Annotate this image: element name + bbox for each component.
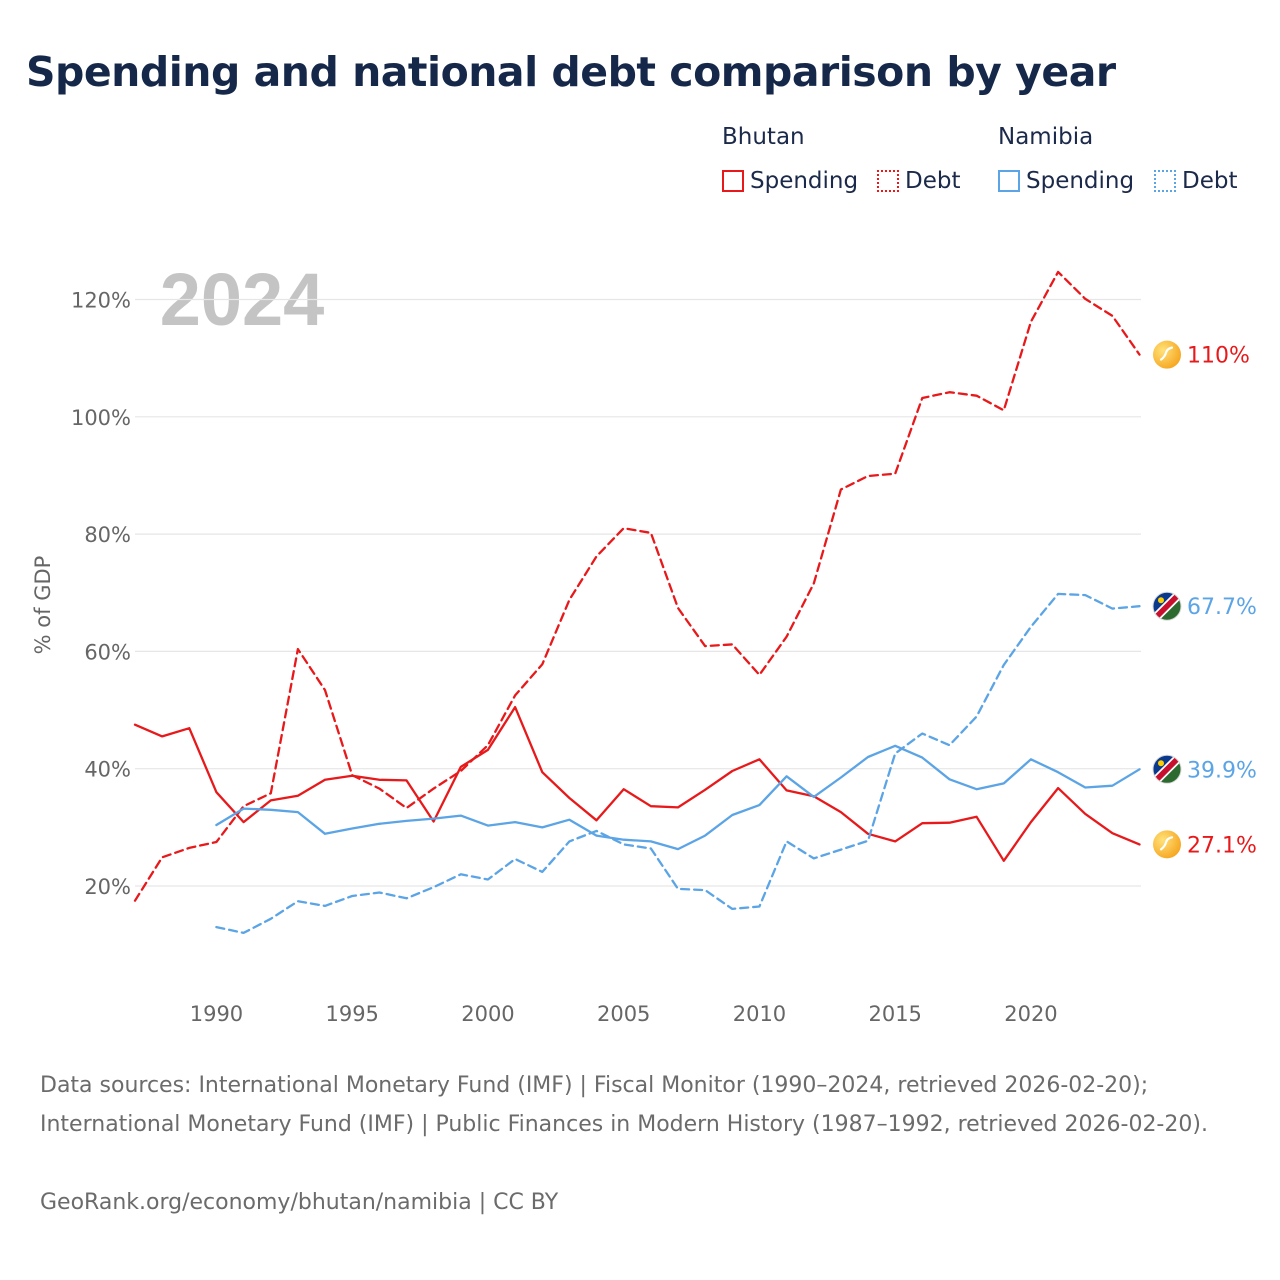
end-value-label: 110% xyxy=(1187,344,1250,369)
x-tick-label: 2020 xyxy=(1004,1002,1057,1026)
legend-label: Spending xyxy=(1026,168,1135,194)
end-value-label: 39.9% xyxy=(1187,758,1257,783)
end-marker-namibia-spending: 39.9% xyxy=(1152,754,1257,784)
namibia-flag-icon xyxy=(1153,755,1181,784)
legend-title-namibia: Namibia xyxy=(998,124,1094,150)
legend-label: Spending xyxy=(750,168,859,194)
chart-title: Spending and national debt comparison by… xyxy=(26,48,1116,96)
legend-item-namibia-spending[interactable]: Spending xyxy=(998,166,1134,196)
legend-swatch-dotted xyxy=(877,170,899,192)
y-tick-label: 40% xyxy=(84,758,131,782)
dragon-mark xyxy=(1159,836,1174,851)
series-end-labels: 27.1% 110% 39.9% 67.7% xyxy=(1152,340,1257,859)
end-value-label: 27.1% xyxy=(1187,833,1257,858)
legend-title-bhutan: Bhutan xyxy=(722,124,805,150)
x-tick-label: 2000 xyxy=(461,1002,514,1026)
legend-swatch-solid xyxy=(722,170,744,192)
footer-credit[interactable]: GeoRank.org/economy/bhutan/namibia | CC … xyxy=(40,1190,559,1215)
bhutan-flag-icon xyxy=(1153,340,1181,369)
legend-item-bhutan-spending[interactable]: Spending xyxy=(722,166,858,196)
end-marker-bhutan-debt: 110% xyxy=(1153,340,1250,369)
end-value-label: 67.7% xyxy=(1187,595,1257,620)
x-tick-label: 2010 xyxy=(733,1002,786,1026)
grid-lines xyxy=(135,298,1141,887)
namibia-flag-icon xyxy=(1153,592,1181,621)
x-tick-labels: 1990 1995 2000 2005 2010 2015 2020 xyxy=(190,1002,1058,1026)
legend-item-bhutan-debt[interactable]: Debt xyxy=(877,166,960,196)
y-tick-label: 20% xyxy=(84,875,131,899)
series-lines xyxy=(133,270,1141,935)
legend-label: Debt xyxy=(1182,168,1238,194)
end-marker-bhutan-spending: 27.1% xyxy=(1153,830,1257,859)
legend-label: Debt xyxy=(905,168,961,194)
y-axis-label: % of GDP xyxy=(31,556,55,655)
y-tick-label: 80% xyxy=(84,523,131,547)
bhutan-flag-icon xyxy=(1153,830,1181,859)
series-line-bhutan-spending xyxy=(133,705,1141,862)
y-tick-label: 100% xyxy=(71,406,131,430)
x-tick-label: 2005 xyxy=(597,1002,650,1026)
end-marker-namibia-debt: 67.7% xyxy=(1152,591,1257,621)
series-line-bhutan-debt xyxy=(133,270,1141,902)
line-chart: 2024 % of GDP 20%40%60%80%100%120% 1990 1… xyxy=(31,258,1257,1026)
dragon-mark xyxy=(1159,346,1174,361)
legend-swatch-solid xyxy=(998,170,1020,192)
x-tick-label: 1990 xyxy=(190,1002,243,1026)
series-line-namibia-debt xyxy=(215,592,1141,935)
y-tick-label: 120% xyxy=(71,289,131,313)
legend-swatch-dotted xyxy=(1154,170,1176,192)
footer-sources: Data sources: International Monetary Fun… xyxy=(40,1073,1208,1137)
y-tick-labels: 20% 40% 60% 80% 100% 120% xyxy=(71,289,131,900)
legend-item-namibia-debt[interactable]: Debt xyxy=(1154,166,1237,196)
x-tick-label: 1995 xyxy=(325,1002,378,1026)
y-tick-label: 60% xyxy=(84,640,131,664)
series-line-namibia-spending xyxy=(215,744,1141,851)
x-tick-label: 2015 xyxy=(868,1002,921,1026)
